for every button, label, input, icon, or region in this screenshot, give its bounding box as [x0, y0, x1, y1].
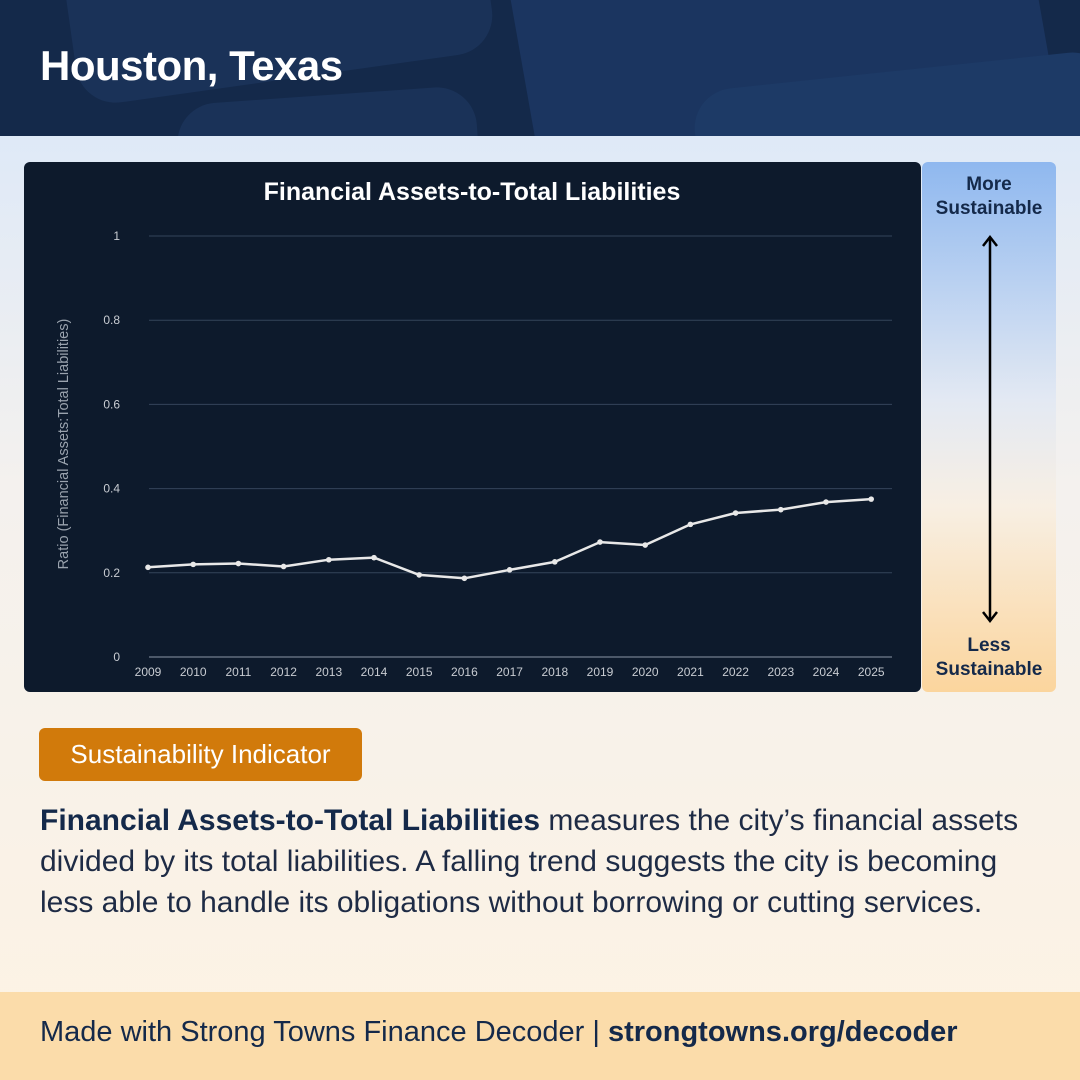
x-tick-label: 2014: [361, 665, 388, 679]
sustainability-scale: More Sustainable Less Sustainable: [922, 162, 1056, 692]
data-point: [597, 539, 603, 545]
x-tick-label: 2013: [315, 665, 342, 679]
data-point: [190, 561, 196, 568]
y-tick-label: 0.8: [103, 313, 120, 327]
x-tick-labels: 2009 2010 2011 2012 2013 2014 2015 2016 2017 2018…: [135, 665, 885, 679]
data-point: [371, 554, 377, 561]
data-point: [778, 506, 784, 513]
x-tick-label: 2011: [225, 665, 251, 679]
footer-text: Made with Strong Towns Finance Decoder |…: [40, 1016, 958, 1049]
data-point: [687, 521, 694, 528]
footer: Made with Strong Towns Finance Decoder |…: [0, 992, 1080, 1080]
y-axis-label: Ratio (Financial Assets:Total Liabilitie…: [56, 319, 72, 570]
scale-bottom-label: Less Sustainable: [922, 634, 1056, 682]
footer-link[interactable]: strongtowns.org/decoder: [607, 1016, 958, 1048]
x-tick-label: 2020: [632, 665, 659, 679]
data-point: [145, 564, 151, 571]
decorative-shape: [174, 84, 486, 136]
chart-panel: Financial Assets-to-Total Liabilities Ra…: [24, 162, 921, 692]
x-tick-label: 2016: [451, 665, 478, 679]
scale-bottom-line1: Less: [967, 635, 1011, 656]
data-point: [732, 510, 739, 516]
series-line: [147, 497, 872, 580]
scale-top-line2: Sustainable: [935, 198, 1043, 219]
grid-lines: [149, 235, 892, 658]
indicator-body: measures the city’s financial assets div…: [40, 804, 1019, 919]
y-tick-labels: 0 0.2 0.4 0.6 0.8 1: [103, 229, 120, 664]
x-tick-label: 2025: [858, 665, 885, 679]
scale-top-label: More Sustainable: [922, 173, 1056, 221]
x-tick-label: 2009: [135, 665, 162, 679]
data-point: [461, 575, 468, 582]
header-banner: Houston, Texas: [0, 0, 1080, 136]
data-point: [326, 556, 332, 563]
indicator-term: Financial Assets-to-Total Liabilities: [40, 804, 541, 837]
x-tick-label: 2024: [813, 665, 840, 679]
x-tick-label: 2022: [722, 665, 749, 679]
double-arrow-icon: [982, 234, 998, 624]
data-point: [235, 560, 242, 567]
y-tick-label: 0.4: [103, 482, 120, 496]
x-tick-label: 2019: [587, 665, 614, 679]
city-title: Houston, Texas: [40, 42, 343, 89]
indicator-description: Financial Assets-to-Total Liabilities me…: [40, 800, 1040, 923]
x-tick-label: 2012: [270, 665, 297, 679]
x-tick-label: 2023: [767, 665, 794, 679]
x-tick-label: 2015: [406, 665, 433, 679]
data-points: [145, 496, 874, 582]
data-point: [552, 559, 558, 565]
x-tick-label: 2018: [541, 665, 568, 679]
data-point: [506, 567, 513, 573]
footer-credit: Made with Strong Towns Finance Decoder |: [40, 1016, 608, 1048]
y-tick-label: 1: [113, 229, 120, 243]
data-point: [868, 496, 874, 502]
y-tick-label: 0: [113, 650, 120, 664]
y-tick-label: 0.6: [103, 397, 120, 411]
x-tick-label: 2010: [180, 665, 207, 679]
y-tick-label: 0.2: [103, 566, 120, 580]
data-point: [280, 563, 287, 570]
chart-title: Financial Assets-to-Total Liabilities: [264, 178, 681, 206]
scale-top-line1: More: [966, 174, 1012, 195]
data-point: [823, 499, 829, 505]
line-chart: Financial Assets-to-Total Liabilities Ra…: [56, 178, 892, 679]
indicator-badge: Sustainability Indicator: [39, 728, 362, 781]
x-tick-label: 2017: [496, 665, 523, 679]
x-tick-label: 2021: [677, 665, 704, 679]
scale-bottom-line2: Sustainable: [935, 659, 1043, 680]
data-point: [642, 542, 648, 548]
data-point: [416, 572, 423, 578]
